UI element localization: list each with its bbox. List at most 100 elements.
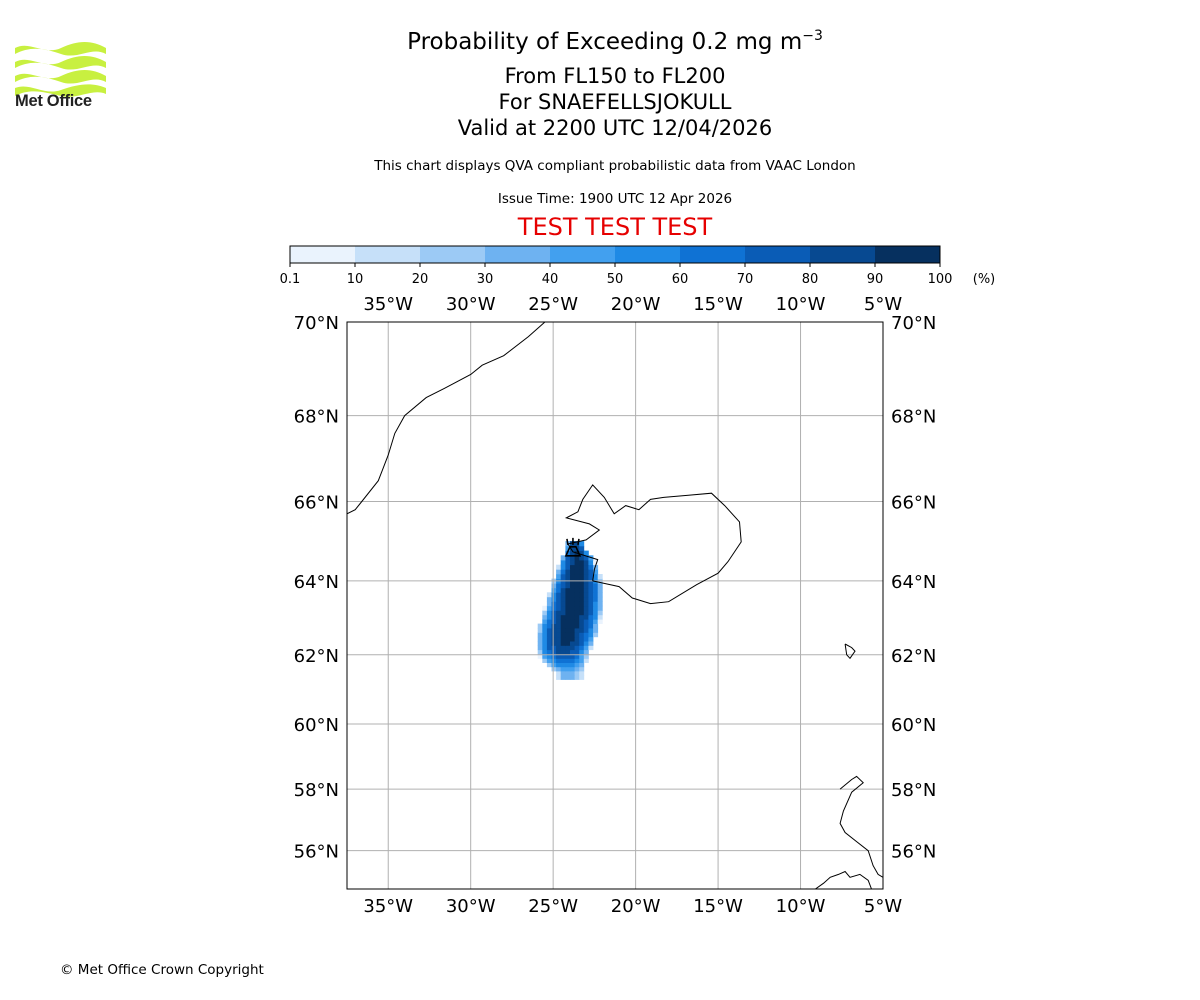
logo-text: Met Office <box>15 92 92 110</box>
plume-cell <box>556 658 562 663</box>
plume-cell <box>560 555 566 561</box>
plume-cell <box>588 569 594 575</box>
colorbar-tick-label: 10 <box>347 272 364 287</box>
lon-tick-label-bottom: 15°W <box>693 896 743 917</box>
plume-cell <box>570 601 575 607</box>
plume-cell <box>570 592 575 598</box>
plume-cell <box>579 596 585 602</box>
plume-cell <box>551 654 557 659</box>
plume-cell <box>570 560 575 566</box>
colorbar-tick-label: 90 <box>867 272 884 287</box>
plume-cell <box>542 645 548 651</box>
plume-cell <box>583 619 589 624</box>
plume-cell <box>574 614 580 620</box>
lon-tick-label-bottom: 10°W <box>776 896 826 917</box>
plume-cell <box>583 587 589 593</box>
lat-tick-label-right: 62°N <box>891 646 936 667</box>
plume-cell <box>565 555 571 561</box>
colorbar-tick-label: 60 <box>672 272 689 287</box>
plume-cell <box>583 658 589 663</box>
colorbar-tick-label: 40 <box>542 272 559 287</box>
plume-cell <box>570 569 575 575</box>
plume-cell <box>574 605 580 611</box>
plume-cell <box>565 623 571 629</box>
plume-cell <box>574 601 580 607</box>
met-office-logo-icon <box>15 42 106 97</box>
plume-cell <box>546 619 552 624</box>
plume-cell <box>565 574 571 579</box>
plume-cell <box>583 610 589 616</box>
plume-cell <box>583 641 589 646</box>
colorbar-units-label: (%) <box>973 272 996 287</box>
plume-cell <box>560 675 566 680</box>
plume-cell <box>583 645 589 651</box>
colorbar-tick-label: 70 <box>737 272 754 287</box>
plume-cell <box>542 632 548 638</box>
lon-tick-label-top: 25°W <box>528 294 578 315</box>
plume-cell <box>574 564 580 570</box>
colorbar-tick-label: 30 <box>477 272 494 287</box>
plume-cell <box>570 550 575 556</box>
plume-cell <box>570 574 575 579</box>
plume-cell <box>588 636 594 642</box>
plume-cell <box>588 583 594 589</box>
plume-cell <box>565 605 571 611</box>
plume-cell <box>579 545 585 551</box>
plume-cell <box>556 636 562 642</box>
plume-cell <box>588 564 594 570</box>
plume-cell <box>570 662 575 668</box>
plume-cell <box>570 641 575 646</box>
lon-tick-label-top: 20°W <box>611 294 661 315</box>
plume-cell <box>593 610 599 616</box>
coastline-faroe-islands <box>844 643 856 660</box>
plume-cell <box>565 614 571 620</box>
plume-cell <box>579 649 585 655</box>
plume-cell <box>556 671 562 676</box>
plume-cell <box>570 654 575 659</box>
plume-cell <box>565 628 571 633</box>
plume-cell <box>588 574 594 579</box>
plume-cell <box>546 601 552 607</box>
lat-tick-label-right: 66°N <box>891 492 936 513</box>
plume-cell <box>593 560 599 566</box>
plume-cell <box>565 666 571 672</box>
plume-cell <box>565 632 571 638</box>
lat-tick-label-left: 60°N <box>294 715 339 736</box>
plume-cell <box>588 614 594 620</box>
plume-cell <box>560 587 566 593</box>
plume-cell <box>556 601 562 607</box>
colorbar-segment <box>355 246 421 263</box>
plume-cell <box>551 583 557 589</box>
plume-cell <box>556 564 562 570</box>
plume-cell <box>570 619 575 624</box>
plume-cell <box>583 632 589 638</box>
plume-cell <box>556 569 562 575</box>
plume-cell <box>574 623 580 629</box>
plume-cell <box>583 564 589 570</box>
plume-cell <box>546 596 552 602</box>
plume-cell <box>546 662 552 668</box>
plume-cell <box>560 596 566 602</box>
lat-tick-label-right: 56°N <box>891 842 936 863</box>
lon-tick-label-top: 5°W <box>864 294 902 315</box>
plume-cell <box>542 614 548 620</box>
colorbar-segment <box>810 246 876 263</box>
plume-cell <box>556 614 562 620</box>
plume-cell <box>570 666 575 672</box>
plume-cell <box>579 550 585 556</box>
plume-cell <box>570 605 575 611</box>
plume-cell <box>560 628 566 633</box>
plume-cell <box>556 610 562 616</box>
plume-cell <box>588 592 594 598</box>
plume-cell <box>551 619 557 624</box>
plume-cell <box>546 649 552 655</box>
plume-cell <box>560 605 566 611</box>
plume-cell <box>593 583 599 589</box>
plume-cell <box>574 560 580 566</box>
colorbar: 0.1 10 20 30 40 50 60 70 80 90 100 (%) <box>280 245 996 287</box>
lat-tick-label-right: 64°N <box>891 572 936 593</box>
volcano-marker-icon <box>564 537 582 557</box>
plume-cell <box>565 610 571 616</box>
plume-cell <box>546 645 552 651</box>
plume-cell <box>579 619 585 624</box>
